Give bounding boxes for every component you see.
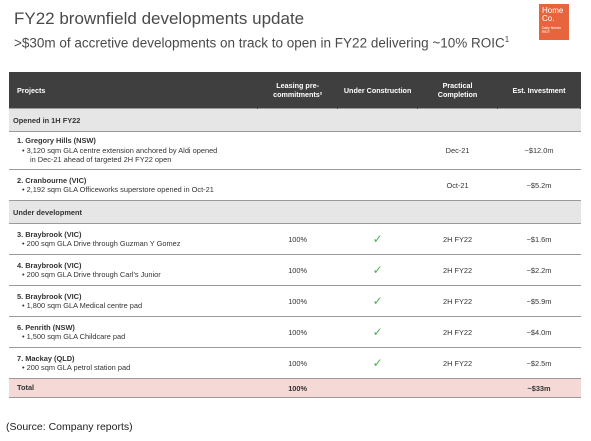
project-cell: 3. Braybrook (VIC) • 200 sqm GLA Drive t…	[9, 223, 258, 255]
total-label: Total	[9, 378, 258, 398]
table-row: 1. Gregory Hills (NSW) • 3,120 sqm GLA c…	[9, 131, 581, 170]
total-row: Total 100% ~$33m	[9, 378, 581, 398]
table-row: 3. Braybrook (VIC) • 200 sqm GLA Drive t…	[9, 223, 581, 255]
logo-line-1: Home	[542, 6, 564, 15]
completion-cell: 2H FY22	[417, 285, 498, 317]
construction-cell	[337, 131, 418, 170]
check-icon: ✓	[337, 316, 418, 348]
table-row: 2. Cranbourne (VIC) • 2,192 sqm GLA Offi…	[9, 169, 581, 201]
project-name: 6. Penrith (NSW)	[17, 322, 75, 332]
project-desc-cont: in Dec-21 ahead of targeted 2H FY22 open	[30, 155, 172, 165]
total-empty-cell	[417, 378, 498, 398]
check-icon: ✓	[337, 285, 418, 317]
homeco-logo: Home Co. Daily Needs REIT	[539, 4, 569, 40]
leasing-cell	[257, 131, 338, 170]
project-desc: • 200 sqm GLA Drive through Guzman Y Gom…	[22, 239, 181, 248]
total-empty-cell	[337, 378, 418, 398]
page-title: FY22 brownfield developments update	[14, 9, 305, 28]
check-icon: ✓	[337, 254, 418, 286]
completion-cell: 2H FY22	[417, 223, 498, 255]
investment-cell: ~$5.9m	[497, 285, 581, 317]
source-note: (Source: Company reports)	[6, 421, 133, 433]
project-name: 7. Mackay (QLD)	[17, 353, 75, 363]
project-cell: 7. Mackay (QLD) • 200 sqm GLA petrol sta…	[9, 347, 258, 379]
section-label: Under development	[9, 200, 581, 224]
completion-cell: 2H FY22	[417, 347, 498, 379]
project-cell: 4. Braybrook (VIC) • 200 sqm GLA Drive t…	[9, 254, 258, 286]
section-row: Opened in 1H FY22	[9, 108, 581, 132]
investment-cell: ~$1.6m	[497, 223, 581, 255]
leasing-cell: 100%	[257, 316, 338, 348]
header-leasing: Leasing pre-commitments²	[257, 72, 339, 109]
table-row: 4. Braybrook (VIC) • 200 sqm GLA Drive t…	[9, 254, 581, 286]
construction-cell	[337, 169, 418, 201]
project-cell: 2. Cranbourne (VIC) • 2,192 sqm GLA Offi…	[9, 169, 258, 201]
table-row: 5. Braybrook (VIC) • 1,800 sqm GLA Medic…	[9, 285, 581, 317]
project-cell: 5. Braybrook (VIC) • 1,800 sqm GLA Medic…	[9, 285, 258, 317]
completion-cell: 2H FY22	[417, 254, 498, 286]
logo-tagline: Daily Needs REIT	[542, 26, 561, 34]
project-name: 5. Braybrook (VIC)	[17, 291, 82, 301]
project-name: 3. Braybrook (VIC)	[17, 229, 82, 239]
investment-cell: ~$5.2m	[497, 169, 581, 201]
leasing-cell: 100%	[257, 223, 338, 255]
check-icon: ✓	[337, 223, 418, 255]
section-row: Under development	[9, 200, 581, 224]
leasing-cell	[257, 169, 338, 201]
header-est-investment: Est. Investment	[497, 72, 581, 109]
investment-cell: ~$2.5m	[497, 347, 581, 379]
project-cell: 6. Penrith (NSW) • 1,500 sqm GLA Childca…	[9, 316, 258, 348]
project-desc: • 3,120 sqm GLA centre extension anchore…	[22, 145, 218, 155]
leasing-cell: 100%	[257, 347, 338, 379]
table-row: 6. Penrith (NSW) • 1,500 sqm GLA Childca…	[9, 316, 581, 348]
project-desc: • 1,500 sqm GLA Childcare pad	[22, 332, 126, 341]
project-desc: • 2,192 sqm GLA Officeworks superstore o…	[22, 185, 214, 194]
project-desc: • 200 sqm GLA petrol station pad	[22, 363, 131, 372]
subtitle-text: >$30m of accretive developments on track…	[14, 35, 505, 51]
table-header-row: Projects Leasing pre-commitments² Under …	[9, 72, 581, 109]
leasing-cell: 100%	[257, 254, 338, 286]
investment-cell: ~$4.0m	[497, 316, 581, 348]
project-desc: • 1,800 sqm GLA Medical centre pad	[22, 301, 143, 310]
completion-cell: Dec-21	[417, 131, 498, 170]
total-leasing: 100%	[257, 378, 338, 398]
header-practical-completion: Practical Completion	[417, 72, 499, 109]
header-projects: Projects	[9, 72, 259, 109]
leasing-cell: 100%	[257, 285, 338, 317]
subtitle-footnote: 1	[504, 35, 510, 44]
check-icon: ✓	[337, 347, 418, 379]
completion-cell: Oct-21	[417, 169, 498, 201]
project-name: 1. Gregory Hills (NSW)	[17, 136, 96, 146]
investment-cell: ~$12.0m	[497, 131, 581, 170]
developments-table: Projects Leasing pre-commitments² Under …	[9, 72, 581, 398]
table-row: 7. Mackay (QLD) • 200 sqm GLA petrol sta…	[9, 347, 581, 379]
logo-line-2: Co.	[542, 14, 555, 23]
project-name: 2. Cranbourne (VIC)	[17, 175, 87, 185]
project-desc: • 200 sqm GLA Drive through Carl's Junio…	[22, 270, 161, 279]
page-subtitle: >$30m of accretive developments on track…	[14, 35, 509, 51]
section-label: Opened in 1H FY22	[9, 108, 581, 132]
header-under-construction: Under Construction	[337, 72, 419, 109]
completion-cell: 2H FY22	[417, 316, 498, 348]
investment-cell: ~$2.2m	[497, 254, 581, 286]
project-name: 4. Braybrook (VIC)	[17, 260, 82, 270]
total-investment: ~$33m	[497, 378, 581, 398]
project-cell: 1. Gregory Hills (NSW) • 3,120 sqm GLA c…	[9, 131, 258, 170]
